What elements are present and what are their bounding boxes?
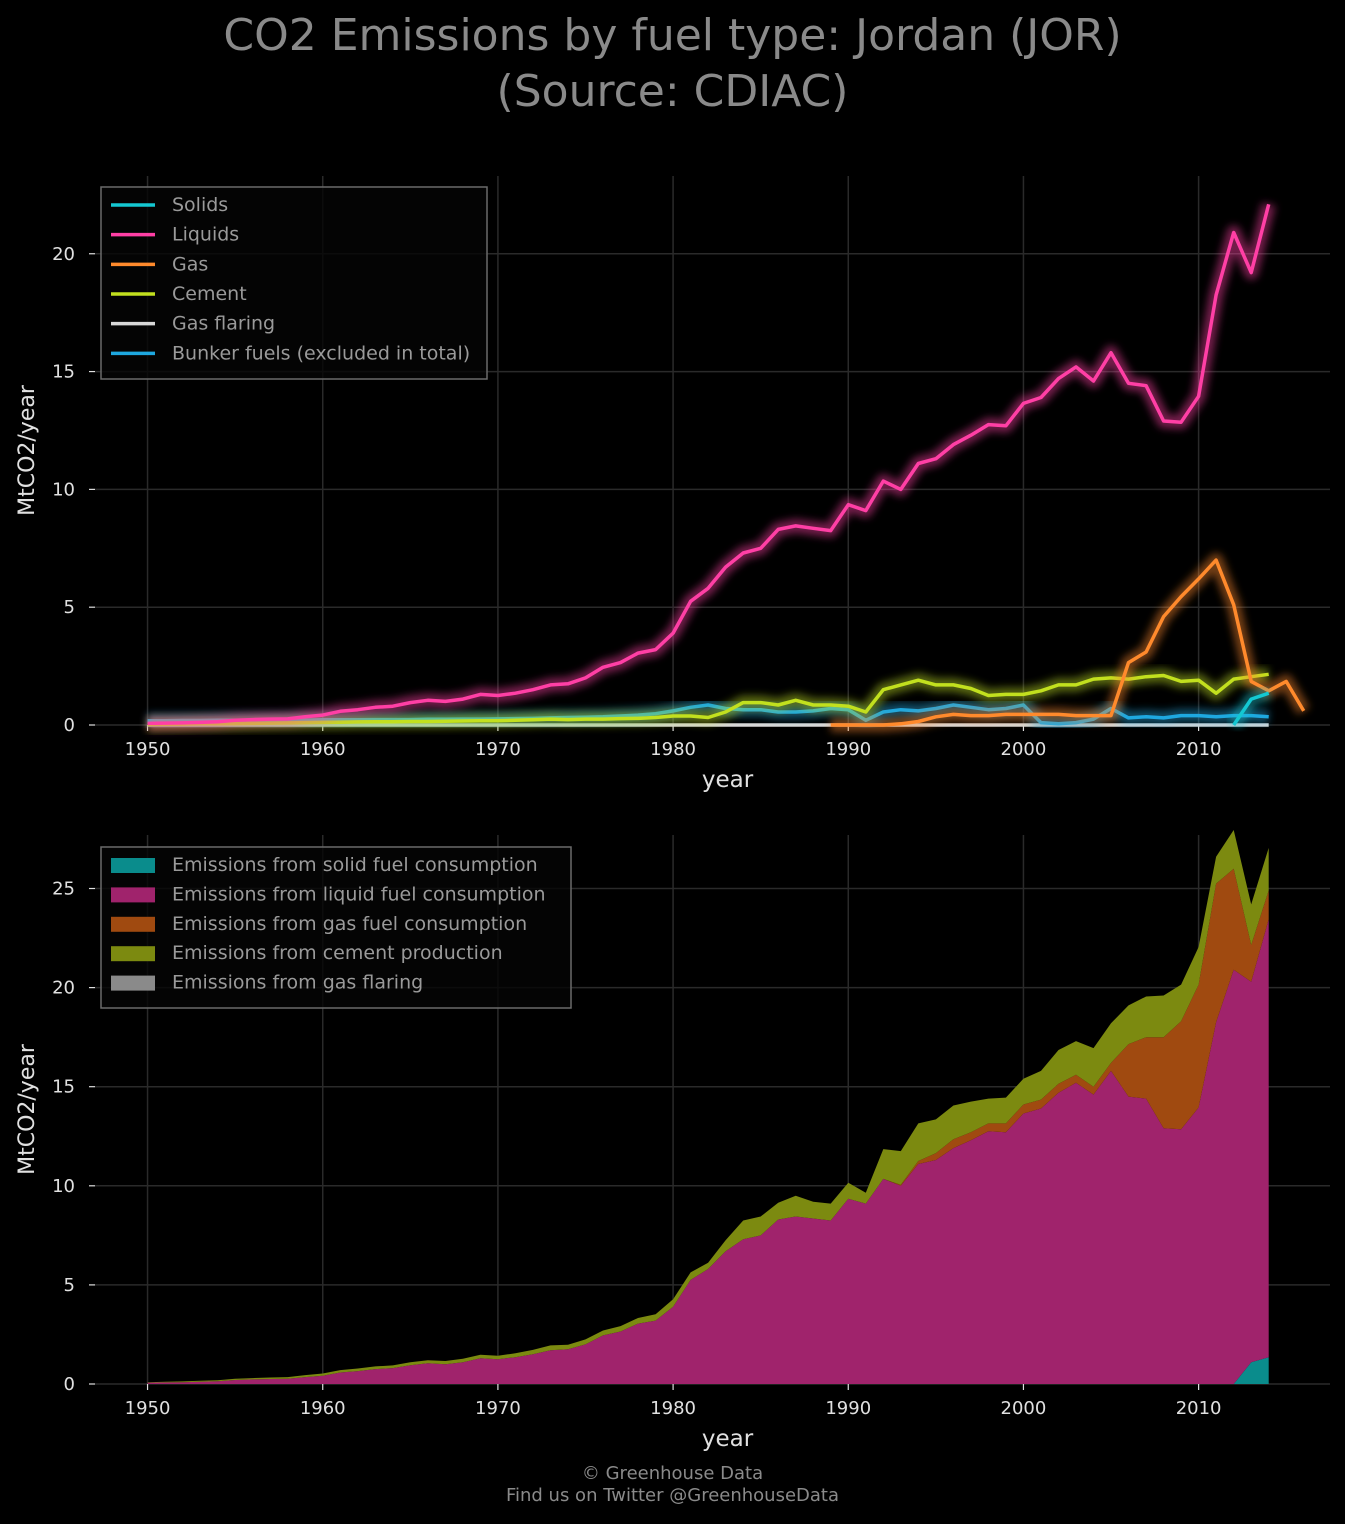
bottom-legend-label: Emissions from gas flaring [172,972,423,994]
bottom-ytick-label: 10 [52,1176,75,1197]
bottom-legend-label: Emissions from cement production [172,942,503,964]
top-xtick-label: 1970 [475,739,521,760]
top-ytick-label: 10 [52,479,75,500]
series-glow [830,553,1310,732]
bottom-xtick-label: 2010 [1176,1398,1222,1419]
top-xlabel: year [702,767,754,793]
bottom-ytick-label: 25 [52,879,75,900]
top-ytick-label: 0 [64,715,75,736]
top-xtick-label: 1960 [300,739,346,760]
top-ticks: 1950 1960 1970 1980 1990 2000 2010 0 5 10 15 20 [52,244,1221,760]
top-ytick-label: 15 [52,362,75,383]
bottom-legend-swatch [111,975,155,991]
top-xtick-label: 1950 [125,739,171,760]
bottom-legend: Emissions from solid fuel consumption Emi… [100,846,572,1009]
area-liquids [147,919,1269,1384]
series-solids [1227,686,1271,729]
title-line-2: (Source: CDIAC) [496,66,849,117]
top-xtick-label: 1990 [825,739,871,760]
footer-copyright: © Greenhouse Data [581,1463,764,1484]
bottom-xtick-label: 1980 [650,1398,696,1419]
bottom-ytick-label: 0 [64,1374,75,1395]
series-line [1232,691,1270,726]
top-series [147,202,1310,732]
top-legend-label: Bunker fuels (excluded in total) [172,342,470,364]
top-xtick-label: 1980 [650,739,696,760]
series-line [147,203,1271,726]
bottom-xtick-label: 2000 [1001,1398,1047,1419]
top-ylabel: MtCO2/year [15,384,40,516]
top-legend: Solids Liquids Gas Cement Gas flaring Bunker … [100,186,488,380]
bottom-xtick-label: 1960 [300,1398,346,1419]
bottom-xtick-label: 1950 [125,1398,171,1419]
series-liquids [147,202,1276,731]
bottom-ytick-label: 20 [52,978,75,999]
bottom-xlabel: year [702,1426,754,1452]
bottom-ticks: 1950 1960 1970 1980 1990 2000 2010 0 5 10 15 20 25 [52,879,1221,1419]
top-ytick-label: 20 [52,244,75,265]
top-xtick-label: 2000 [1001,739,1047,760]
bottom-legend-label: Emissions from gas fuel consumption [172,913,527,935]
top-legend-label: Solids [172,194,228,216]
top-legend-label: Liquids [172,224,239,246]
stacked-area-chart: 1950 1960 1970 1980 1990 2000 2010 0 5 10 15 20 25 ye… [15,830,1330,1452]
top-legend-label: Cement [172,283,247,305]
line-chart: 1950 1960 1970 1980 1990 2000 2010 0 5 10 15 20 year… [15,176,1330,793]
bottom-series [147,830,1269,1384]
bottom-legend-frame [100,846,572,1009]
bottom-ylabel: MtCO2/year [15,1043,40,1175]
bottom-legend-swatch [111,858,155,873]
bottom-ytick-label: 15 [52,1077,75,1098]
top-legend-label: Gas [172,253,208,275]
top-xtick-label: 2010 [1176,739,1222,760]
title-line-1: CO2 Emissions by fuel type: Jordan (JOR) [223,10,1122,61]
series-gas [830,553,1310,732]
top-legend-label: Gas flaring [172,313,275,335]
bottom-legend-swatch [111,916,155,932]
bottom-legend-swatch [111,887,155,903]
top-legend-frame [100,186,488,380]
series-line [830,558,1306,727]
bottom-xtick-label: 1990 [825,1398,871,1419]
bottom-legend-label: Emissions from liquid fuel consumption [172,883,546,905]
bottom-ytick-label: 5 [64,1275,75,1296]
bottom-xtick-label: 1970 [475,1398,521,1419]
bottom-legend-swatch [111,946,155,962]
bottom-legend-label: Emissions from solid fuel consumption [172,854,538,876]
top-ytick-label: 5 [64,597,75,618]
series-line [147,672,1269,727]
footer: © Greenhouse Data Find us on Twitter @Gr… [0,1463,1345,1507]
footer-twitter: Find us on Twitter @GreenhouseData [505,1485,840,1506]
chart-title: CO2 Emissions by fuel type: Jordan (JOR)… [0,8,1345,120]
series-cement [147,667,1270,732]
